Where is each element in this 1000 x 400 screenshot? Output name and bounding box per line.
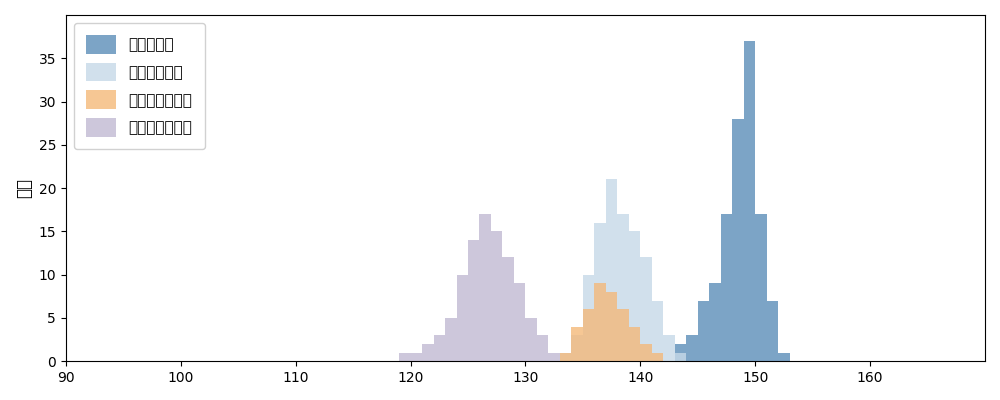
Bar <box>709 283 721 361</box>
Bar <box>686 335 698 361</box>
Bar <box>732 119 744 361</box>
Bar <box>629 327 640 361</box>
Bar <box>721 214 732 361</box>
Bar <box>652 353 663 361</box>
Bar <box>434 335 445 361</box>
Bar <box>491 232 502 361</box>
Bar <box>617 309 629 361</box>
Bar <box>755 214 767 361</box>
Bar <box>537 335 548 361</box>
Bar <box>594 223 606 361</box>
Bar <box>583 275 594 361</box>
Bar <box>640 344 652 361</box>
Bar <box>479 214 491 361</box>
Bar <box>468 240 479 361</box>
Bar <box>594 283 606 361</box>
Bar <box>617 214 629 361</box>
Bar <box>663 335 675 361</box>
Bar <box>606 180 617 361</box>
Bar <box>422 344 434 361</box>
Bar <box>698 301 709 361</box>
Bar <box>571 335 583 361</box>
Legend: ストレート, カットボール, チェンジアップ, ナックルカーブ: ストレート, カットボール, チェンジアップ, ナックルカーブ <box>74 23 205 149</box>
Bar <box>525 318 537 361</box>
Bar <box>767 301 778 361</box>
Bar <box>514 283 525 361</box>
Bar <box>411 353 422 361</box>
Bar <box>778 353 790 361</box>
Bar <box>744 41 755 361</box>
Bar <box>675 353 686 361</box>
Bar <box>583 309 594 361</box>
Bar <box>652 301 663 361</box>
Bar <box>457 275 468 361</box>
Bar <box>445 318 457 361</box>
Bar <box>399 353 411 361</box>
Bar <box>675 344 686 361</box>
Bar <box>548 353 560 361</box>
Bar <box>629 232 640 361</box>
Bar <box>640 257 652 361</box>
Bar <box>502 257 514 361</box>
Bar <box>606 292 617 361</box>
Bar <box>571 327 583 361</box>
Y-axis label: 球数: 球数 <box>15 178 33 198</box>
Bar <box>560 353 571 361</box>
Bar <box>560 353 571 361</box>
